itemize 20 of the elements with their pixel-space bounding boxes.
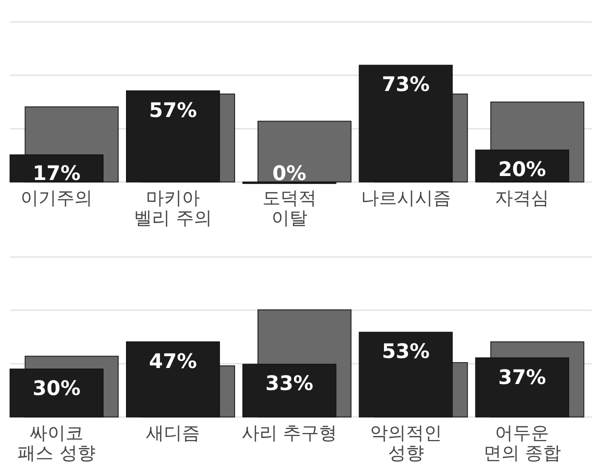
- data-label: 73%: [382, 72, 430, 96]
- x-tick-label: 도덕적 이탈: [262, 188, 316, 229]
- data-label: 47%: [149, 348, 197, 373]
- data-label: 53%: [382, 339, 430, 364]
- data-label: 20%: [498, 157, 546, 181]
- data-label: 33%: [265, 371, 314, 396]
- x-tick-label: 이기주의: [20, 188, 93, 209]
- data-label: 17%: [32, 161, 80, 185]
- data-label: 57%: [149, 98, 197, 122]
- x-tick-label: 사리 추구형: [241, 423, 338, 444]
- data-label: 30%: [32, 376, 80, 400]
- x-tick-label: 마키아 벨리 주의: [134, 188, 212, 229]
- x-tick-label: 자격심: [495, 188, 550, 209]
- data-label: 37%: [498, 364, 546, 389]
- x-tick-label: 어두운 면의 종합: [483, 423, 562, 464]
- x-tick-label: 새디즘: [146, 423, 200, 444]
- x-tick-label: 악의적인 성향: [370, 423, 442, 464]
- data-label: 0%: [272, 161, 306, 185]
- x-tick-label: 싸이코 패스 성향: [18, 423, 96, 464]
- x-tick-label: 나르시시즘: [360, 188, 451, 209]
